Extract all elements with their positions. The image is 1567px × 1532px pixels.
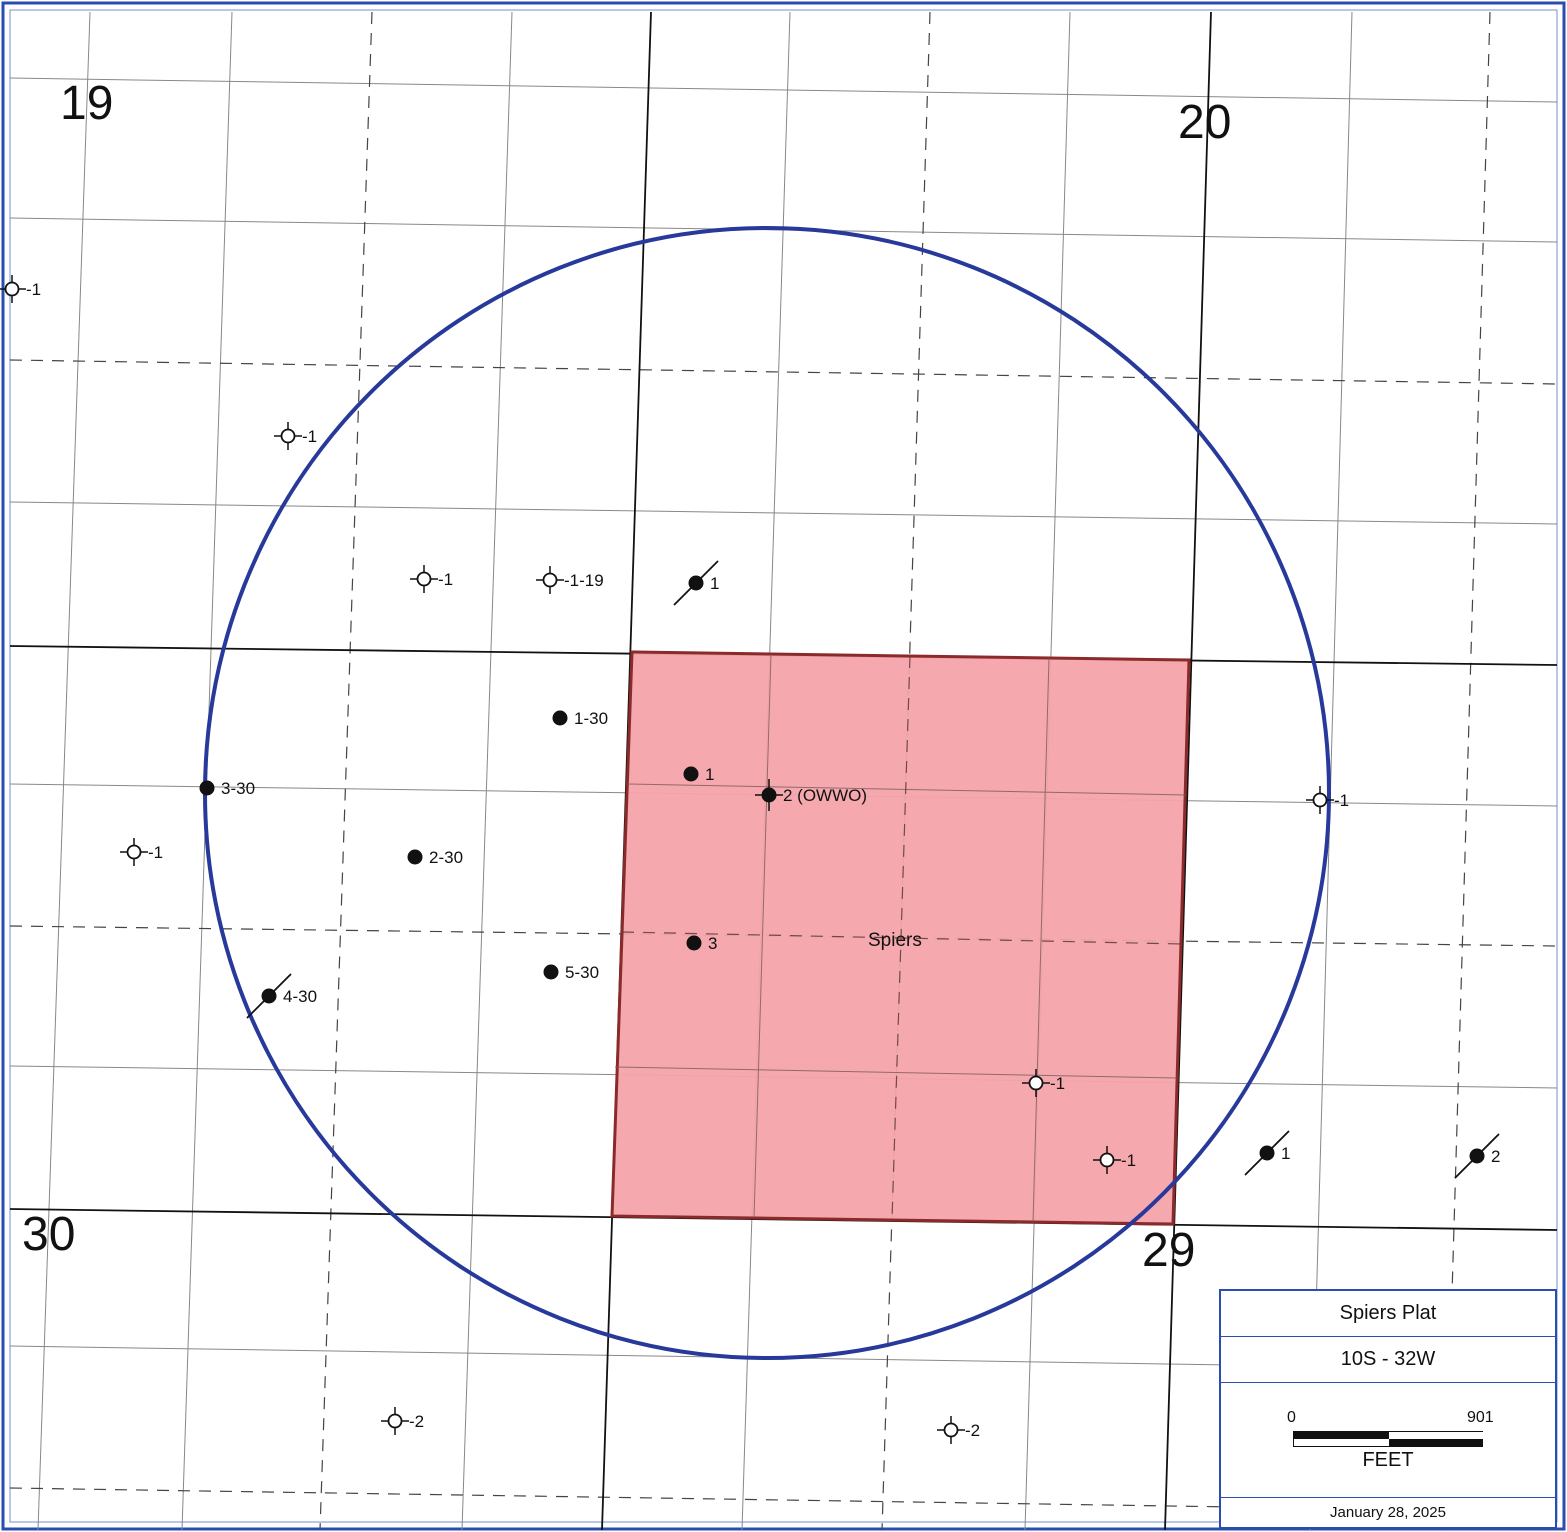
well-label: 1	[1281, 1144, 1290, 1163]
well-label: -1	[1334, 791, 1349, 810]
well-label: -2	[965, 1421, 980, 1440]
scale-start-label: 0	[1287, 1409, 1296, 1426]
well-label: 3	[708, 934, 717, 953]
well-label: 5-30	[565, 963, 599, 982]
well-symbol[interactable]: -1	[1022, 1069, 1065, 1097]
well-symbol[interactable]: -1	[1306, 786, 1349, 814]
map-inner-frame	[9, 9, 1558, 1523]
well-symbol[interactable]: -1	[0, 275, 41, 303]
well-symbol[interactable]: 2	[1454, 1133, 1500, 1179]
well-label: 1	[705, 765, 714, 784]
well-label: 2-30	[429, 848, 463, 867]
well-label: -1	[148, 843, 163, 862]
well-symbol[interactable]: 1	[683, 765, 715, 784]
well-symbol[interactable]: 2-30	[407, 848, 464, 867]
well-symbol[interactable]: 5-30	[543, 963, 600, 982]
scale-end-label: 901	[1467, 1409, 1494, 1426]
well-symbol[interactable]: 2 (OWWO)	[755, 779, 867, 811]
well-symbol[interactable]: -1	[274, 422, 317, 450]
half-section-dashed-lines	[9, 11, 1558, 1531]
well-symbol[interactable]: -1-19	[536, 566, 604, 594]
well-label: -1-19	[564, 571, 604, 590]
well-label: -1	[438, 570, 453, 589]
well-label: -1	[302, 427, 317, 446]
well-label: 2	[1491, 1147, 1500, 1166]
well-label: 2 (OWWO)	[783, 786, 867, 805]
section-number: 29	[1142, 1224, 1195, 1277]
well-symbol[interactable]: -1	[410, 565, 453, 593]
section-number: 19	[60, 77, 113, 130]
well-label: 1-30	[574, 709, 608, 728]
lease-grid-overlay	[614, 653, 1187, 1223]
lease-dashed-overlay	[621, 655, 1183, 1221]
well-symbol[interactable]: 3	[686, 934, 718, 953]
lease-label: Spiers	[868, 930, 922, 951]
well-label: -1	[1121, 1151, 1136, 1170]
well-symbol[interactable]: -2	[937, 1416, 980, 1444]
well-symbol[interactable]: 1	[673, 560, 719, 606]
well-label: 1	[710, 574, 719, 593]
legend-date: January 28, 2025	[1330, 1504, 1446, 1521]
well-label: -1	[26, 280, 41, 299]
well-symbol[interactable]: 3-30	[199, 779, 256, 798]
legend-title: Spiers Plat	[1221, 1291, 1555, 1337]
well-symbol[interactable]: 4-30	[246, 973, 317, 1019]
well-symbol[interactable]: -1	[120, 838, 163, 866]
well-label: 4-30	[283, 987, 317, 1006]
well-label: 3-30	[221, 779, 255, 798]
scale-unit-label: FEET	[1362, 1449, 1414, 1471]
well-symbol[interactable]: -2	[381, 1407, 424, 1435]
wells-layer: -1 -1 -1 -1-19 1 1-30 1 2 (OWWO) 3-30 -1 2-30 3 5-30…	[0, 275, 1500, 1444]
well-label: -1	[1050, 1074, 1065, 1093]
well-symbol[interactable]: 1	[1244, 1130, 1290, 1176]
section-number: 30	[22, 1208, 75, 1261]
section-number: 20	[1178, 96, 1231, 149]
map-legend: Spiers Plat 10S - 32W 0 901 FEET January…	[1219, 1289, 1557, 1529]
legend-scale: 0 901 FEET	[1221, 1383, 1555, 1498]
scale-bar	[1293, 1431, 1483, 1447]
well-symbol[interactable]: 1-30	[552, 709, 609, 728]
well-symbol[interactable]: -1	[1093, 1146, 1136, 1174]
legend-township-range: 10S - 32W	[1221, 1337, 1555, 1383]
well-label: -2	[409, 1412, 424, 1431]
